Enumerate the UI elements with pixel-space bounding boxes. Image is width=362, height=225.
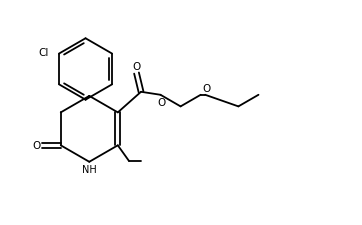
Text: NH: NH bbox=[82, 164, 97, 175]
Text: Cl: Cl bbox=[38, 47, 49, 57]
Text: O: O bbox=[32, 141, 41, 151]
Text: O: O bbox=[203, 84, 211, 94]
Text: O: O bbox=[158, 97, 166, 107]
Text: O: O bbox=[132, 62, 141, 72]
